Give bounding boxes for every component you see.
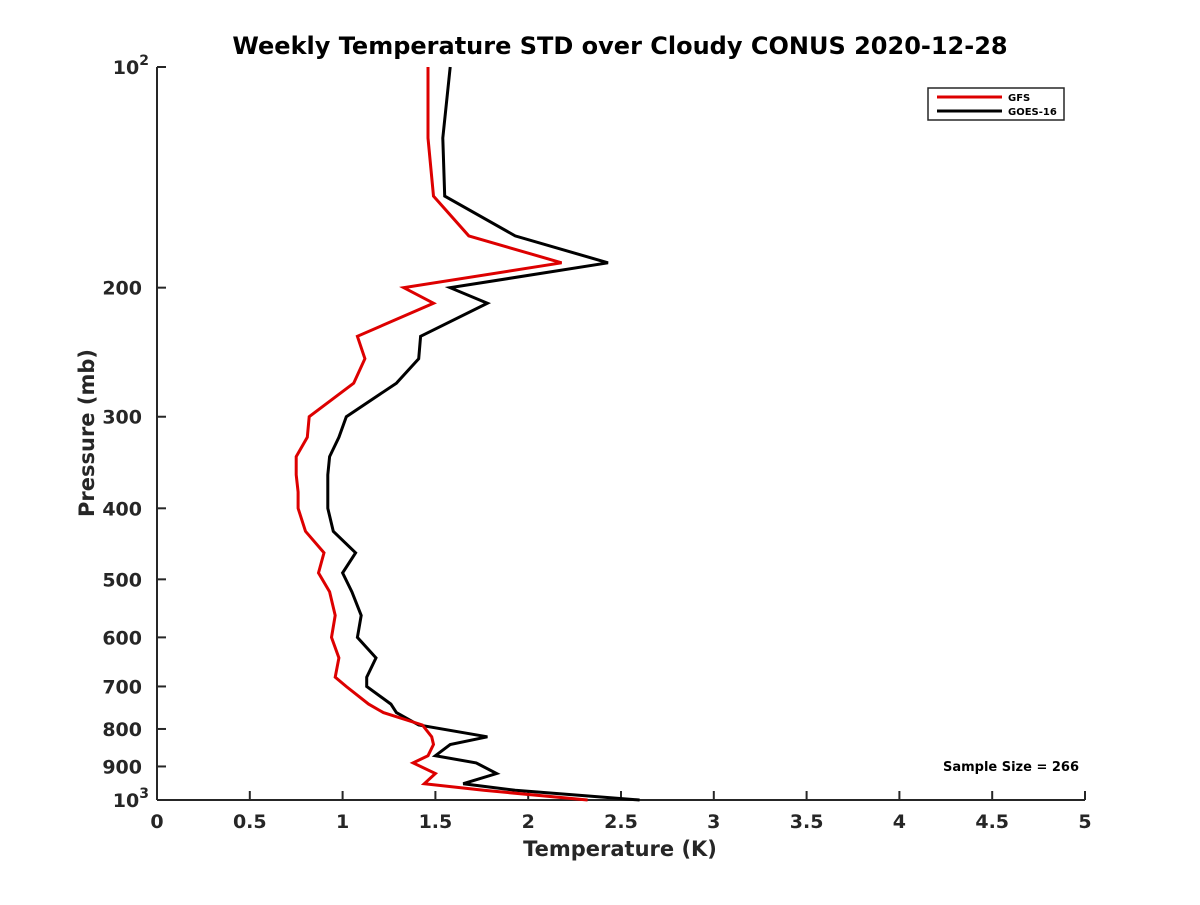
x-tick-label: 4	[893, 811, 906, 833]
y-decade-tick-label: 102	[113, 53, 149, 79]
x-tick-label: 3.5	[790, 811, 824, 833]
y-axis-label: Pressure (mb)	[75, 349, 99, 517]
legend-label: GOES-16	[1008, 107, 1057, 118]
y-tick-label: 800	[102, 719, 142, 741]
y-tick-label: 400	[102, 498, 142, 520]
series-line-goes-16	[326, 66, 640, 802]
series-line-gfs	[294, 67, 588, 802]
x-tick-label: 0	[150, 811, 163, 833]
series-lines	[294, 66, 640, 802]
legend-box	[927, 87, 1065, 121]
axes: 0 0.5 1 1.5 2 2.5 3 3.5 4 4.5 5 200 300 400 500 600 700 8…	[102, 53, 1091, 833]
x-tick-label: 2	[522, 811, 535, 833]
x-tick-label: 0.5	[233, 811, 267, 833]
x-axis-label: Temperature (K)	[523, 837, 717, 861]
legend-label: GFS	[1008, 93, 1030, 104]
y-decade-tick-label: 103	[113, 786, 149, 812]
x-tick-label: 2.5	[604, 811, 638, 833]
y-tick-label: 200	[102, 278, 142, 300]
sample-size-annotation: Sample Size = 266	[943, 760, 1079, 775]
x-tick-label: 3	[707, 811, 720, 833]
x-tick-label: 5	[1078, 811, 1091, 833]
y-tick-label: 700	[102, 676, 142, 698]
y-tick-label: 600	[102, 627, 142, 649]
x-tick-label: 1.5	[419, 811, 453, 833]
x-tick-label: 4.5	[975, 811, 1009, 833]
y-tick-label: 500	[102, 569, 142, 591]
y-tick-label: 300	[102, 407, 142, 429]
y-tick-label: 900	[102, 756, 142, 778]
legend: GFS GOES-16	[927, 87, 1065, 121]
chart-title: Weekly Temperature STD over Cloudy CONUS…	[232, 32, 1007, 60]
x-tick-label: 1	[336, 811, 349, 833]
